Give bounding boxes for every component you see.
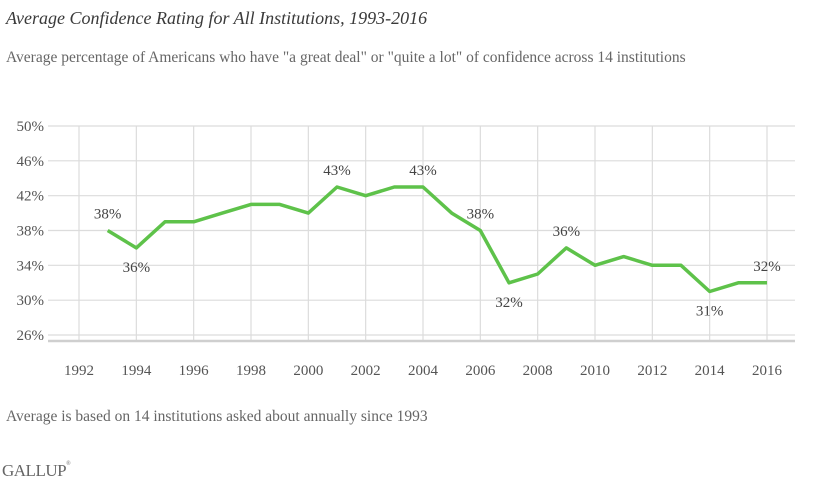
x-tick-label: 2014 bbox=[695, 363, 726, 379]
x-tick-label: 1992 bbox=[64, 363, 94, 379]
data-label: 31% bbox=[696, 303, 724, 319]
chart-subtitle: Average percentage of Americans who have… bbox=[6, 49, 686, 66]
chart-title: Average Confidence Rating for All Instit… bbox=[6, 8, 428, 28]
y-tick-label: 38% bbox=[17, 224, 45, 240]
gallup-logo-text: GALLUP bbox=[2, 461, 67, 480]
data-label: 32% bbox=[495, 295, 523, 311]
x-tick-label: 2016 bbox=[752, 363, 783, 379]
x-tick-label: 2012 bbox=[637, 363, 667, 379]
data-label: 38% bbox=[467, 207, 495, 223]
x-tick-label: 2004 bbox=[408, 363, 439, 379]
x-tick-label: 2000 bbox=[293, 363, 323, 379]
x-axis-ticks: 1992 1994 1996 1998 2000 2002 2004 2006 2008 2010… bbox=[64, 363, 783, 379]
data-label: 43% bbox=[409, 163, 437, 179]
data-label: 32% bbox=[753, 259, 781, 275]
data-label: 43% bbox=[323, 163, 351, 179]
y-tick-label: 50% bbox=[17, 119, 45, 135]
gallup-logo: GALLUP® bbox=[2, 461, 71, 481]
y-tick-label: 30% bbox=[17, 293, 45, 309]
registered-mark: ® bbox=[66, 461, 71, 467]
data-label: 38% bbox=[94, 207, 122, 223]
gridlines bbox=[48, 125, 795, 343]
data-label: 36% bbox=[553, 224, 581, 240]
data-label: 36% bbox=[123, 260, 151, 276]
x-tick-label: 2006 bbox=[465, 363, 496, 379]
y-tick-label: 42% bbox=[17, 189, 45, 205]
chart-footnote: Average is based on 14 institutions aske… bbox=[6, 408, 428, 425]
y-tick-label: 46% bbox=[17, 154, 45, 170]
y-tick-label: 26% bbox=[17, 328, 45, 344]
x-tick-label: 1994 bbox=[121, 363, 152, 379]
x-tick-label: 1998 bbox=[236, 363, 266, 379]
series-line bbox=[106, 185, 767, 294]
y-axis-ticks: 26% 30% 34% 38% 42% 46% 50% bbox=[17, 119, 45, 344]
series-lines bbox=[106, 185, 767, 294]
x-tick-label: 2008 bbox=[523, 363, 553, 379]
data-labels: 38% 36% 43% 43% 38% 32% 36% 31% 32% bbox=[94, 163, 781, 320]
y-tick-label: 34% bbox=[17, 258, 45, 274]
x-tick-label: 2010 bbox=[580, 363, 610, 379]
x-tick-label: 1996 bbox=[179, 363, 210, 379]
x-tick-label: 2002 bbox=[351, 363, 381, 379]
